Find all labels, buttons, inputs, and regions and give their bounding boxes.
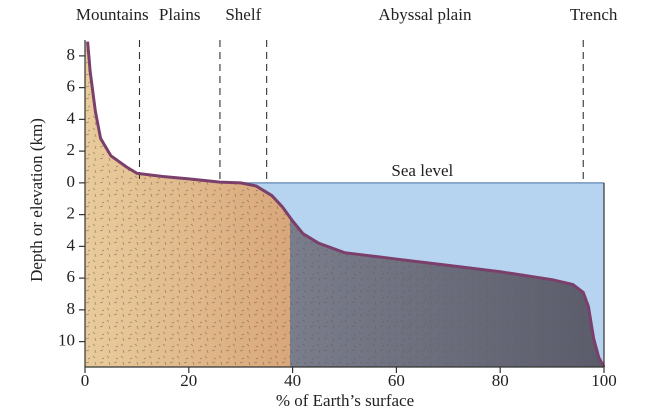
x-tick-label: 60 [388,371,405,390]
x-tick-label: 40 [284,371,301,390]
y-tick-label: 4 [67,108,76,127]
x-axis-label: % of Earth’s surface [276,391,414,410]
y-tick-label: 0 [67,172,76,191]
region-label: Abyssal plain [378,5,472,24]
ground-texture [85,41,604,368]
curve [86,41,606,368]
y-tick-label: 2 [67,140,76,159]
y-tick-label: 8 [67,45,76,64]
region-label: Trench [570,5,618,24]
y-tick-label: 2 [67,204,76,223]
x-tick-label: 0 [81,371,90,390]
x-tick-label: 20 [180,371,197,390]
region-label: Shelf [225,5,261,24]
y-tick-label: 6 [67,267,76,286]
region-label: Mountains [76,5,149,24]
y-tick-label: 10 [58,331,75,350]
x-tick-label: 100 [591,371,617,390]
y-tick-label: 6 [67,77,76,96]
annotation: Sea level [391,161,453,180]
y-axis-label: Depth or elevation (km) [27,118,46,282]
y-tick-label: 8 [67,299,76,318]
y-tick-label: 4 [67,235,76,254]
region-label: Plains [159,5,201,24]
x-tick-label: 80 [492,371,509,390]
